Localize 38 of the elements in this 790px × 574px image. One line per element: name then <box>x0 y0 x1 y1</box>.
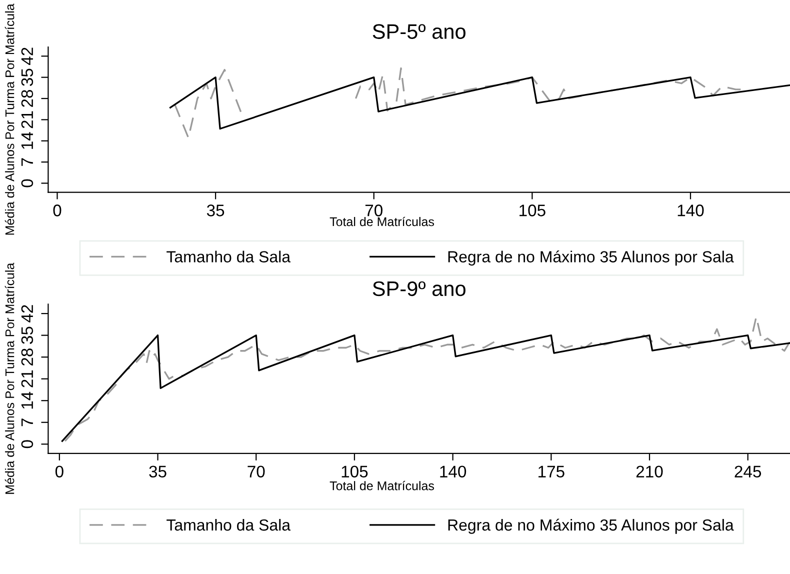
x-axis-title: Total de Matrículas <box>330 216 434 226</box>
legend-label: Regra de no Máximo 35 Alunos por Sala <box>448 518 734 534</box>
y-axis-title: Média de Alunos Por Turma Por Matrícula <box>4 262 14 494</box>
y-tick-label: 42 <box>21 48 33 66</box>
y-tick-label: 0 <box>21 440 34 448</box>
x-tick-label: 0 <box>55 466 64 478</box>
x-tick-label: 70 <box>248 466 265 478</box>
y-axis-title: Média de Alunos Por Turma Por Matrícula <box>4 4 14 235</box>
chart-title: SP-5º ano <box>372 24 466 39</box>
legend-label: Tamanho da Sala <box>166 250 291 262</box>
y-tick-label: 21 <box>21 111 33 128</box>
y-tick-label: 28 <box>21 90 34 107</box>
y-tick-label: 42 <box>21 305 33 322</box>
y-tick-label: 35 <box>21 326 34 344</box>
x-tick-label: 105 <box>520 204 546 216</box>
y-tick-label: 7 <box>21 158 33 166</box>
x-axis-title: Total de Matrículas <box>330 480 434 490</box>
y-tick-label: 21 <box>21 370 33 388</box>
x-tick-label: 245 <box>734 466 762 478</box>
y-tick-label: 35 <box>21 68 34 86</box>
y-tick-label: 14 <box>21 132 33 149</box>
x-tick-label: 140 <box>678 204 704 216</box>
x-tick-label: 175 <box>538 466 564 478</box>
x-tick-label: 0 <box>53 204 62 216</box>
x-tick-label: 35 <box>206 204 224 216</box>
x-tick-label: 210 <box>636 466 663 478</box>
x-tick-label: 140 <box>440 466 466 478</box>
legend-label: Regra de no Máximo 35 Alunos por Sala <box>448 250 734 266</box>
y-tick-label: 7 <box>21 418 33 426</box>
y-tick-label: 0 <box>21 179 34 188</box>
x-tick-label: 70 <box>365 204 382 216</box>
legend-label: Tamanho da Sala <box>166 518 291 531</box>
y-tick-label: 28 <box>21 348 34 366</box>
line-series <box>169 76 790 130</box>
x-tick-label: 105 <box>342 466 368 478</box>
chart-title: SP-9º ano <box>372 281 466 296</box>
y-tick-label: 14 <box>21 392 33 409</box>
x-tick-label: 35 <box>149 466 166 478</box>
